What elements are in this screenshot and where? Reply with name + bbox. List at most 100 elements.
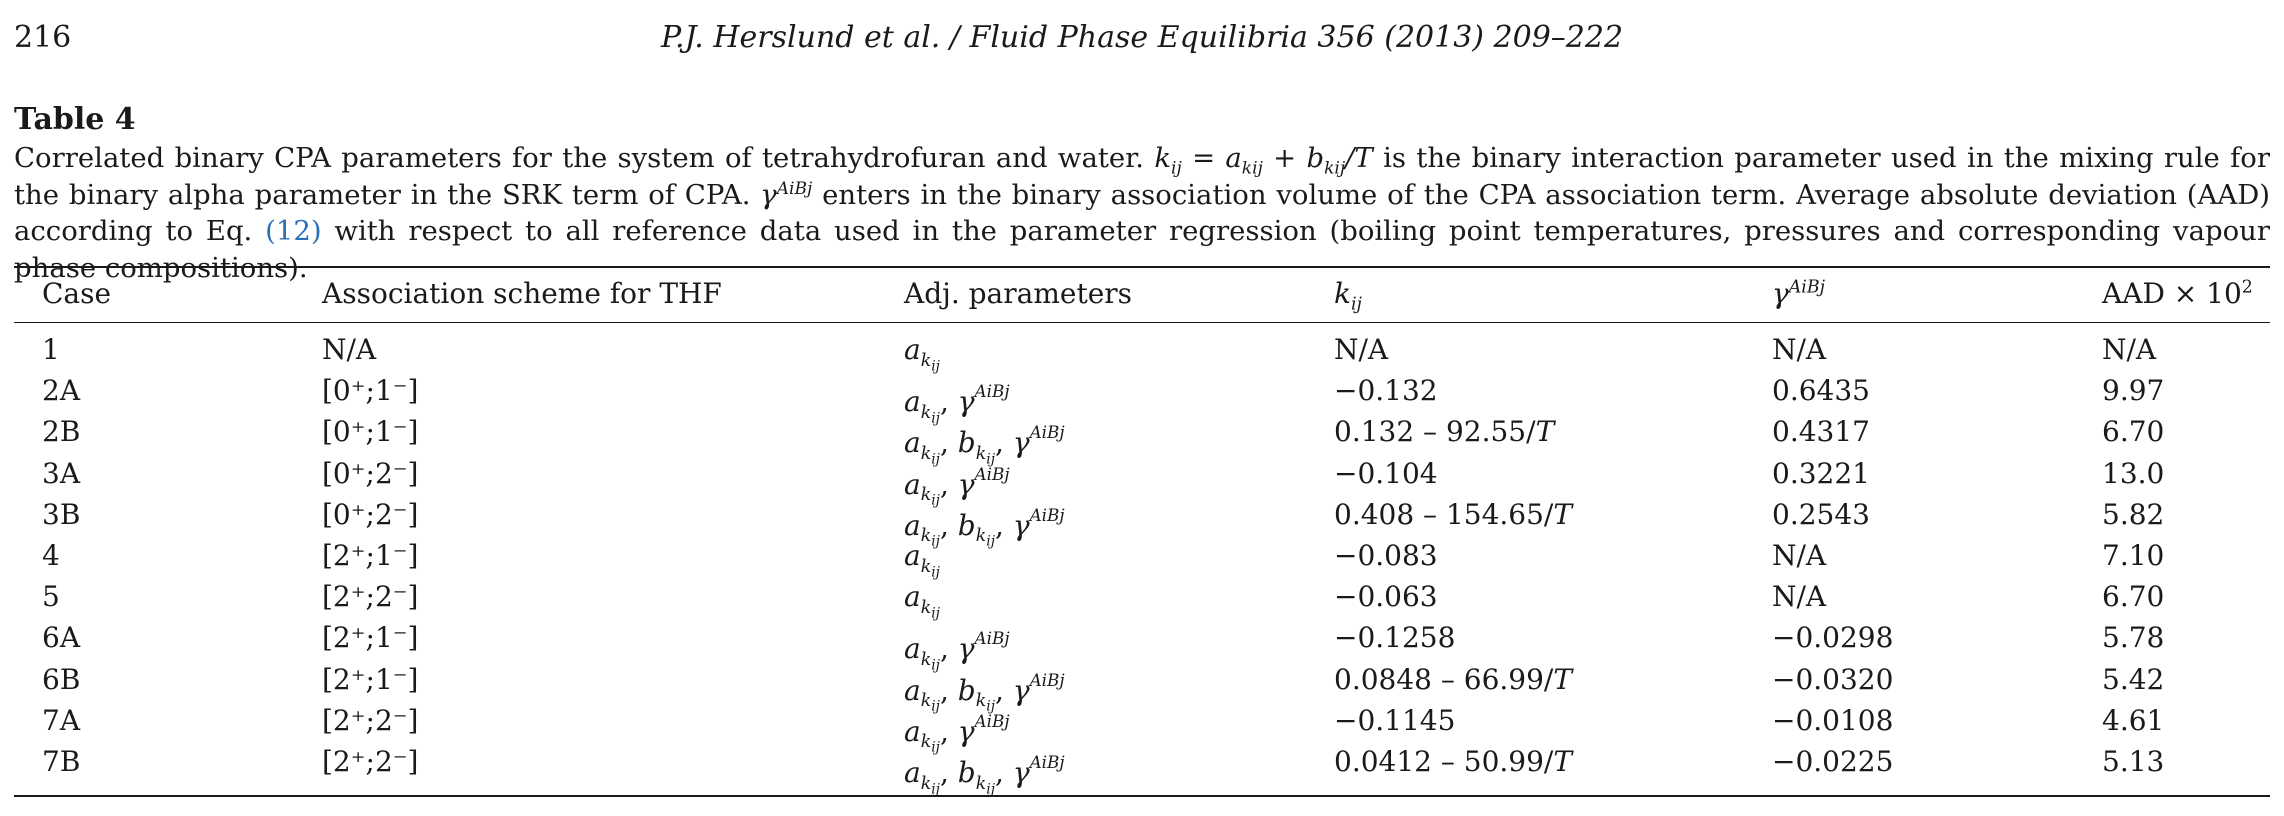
column-header-case: Case: [42, 277, 112, 310]
scheme-cell: [0⁺;1⁻]: [322, 415, 419, 449]
table-row: 6A [2⁺;1⁻] akij, γAiBj −0.1258 −0.0298 5.78: [14, 618, 2270, 672]
case-cell: 6A: [42, 621, 81, 655]
table-caption: Correlated binary CPA parameters for the…: [14, 140, 2270, 286]
gamma-cell: 0.4317: [1772, 415, 1870, 449]
parameters-cell: akij, bkij, γAiBj: [904, 422, 1065, 468]
column-header-scheme: Association scheme for THF: [322, 277, 722, 310]
column-header-parameters: Adj. parameters: [904, 277, 1133, 310]
case-cell: 7A: [42, 703, 81, 737]
case-cell: 1: [42, 333, 60, 366]
gamma-cell: −0.0320: [1772, 662, 1894, 696]
case-cell: 5: [42, 580, 60, 614]
table-top-rule: [14, 266, 2270, 268]
table-header-rule: [14, 322, 2270, 323]
aad-cell: 5.78: [2102, 621, 2165, 655]
table-row: 5 [2⁺;2⁻] akij −0.063 N/A 6.70: [14, 577, 2270, 622]
parameters-cell: akij: [904, 539, 940, 581]
table-row: 6B [2⁺;1⁻] akij, bkij, γAiBj 0.0848 – 66.99…: [14, 660, 2270, 714]
gamma-cell: −0.0108: [1772, 703, 1894, 737]
table-row: 4 [2⁺;1⁻] akij −0.083 N/A 7.10: [14, 536, 2270, 581]
table-row: 2B [0⁺;1⁻] akij, bkij, γAiBj 0.132 – 92.55/…: [14, 412, 2270, 466]
scheme-cell: [0⁺;2⁻]: [322, 456, 419, 490]
table-row: 3A [0⁺;2⁻] akij, γAiBj −0.104 0.3221 13.0: [14, 454, 2270, 508]
aad-cell: 5.42: [2102, 662, 2165, 696]
caption-text: with respect to all reference data used …: [14, 215, 2270, 284]
kij-cell: 0.0412 – 50.99/T: [1334, 745, 1573, 778]
table-bottom-rule: [14, 795, 2270, 797]
table-header-row: Case Association scheme for THF Adj. par…: [14, 272, 2270, 316]
aad-cell: 5.82: [2102, 497, 2165, 531]
page-number: 216: [14, 20, 72, 55]
kij-cell: −0.063: [1334, 580, 1438, 614]
aad-cell: 5.13: [2102, 745, 2165, 778]
kij-cell: −0.104: [1334, 456, 1438, 490]
caption-gamma-symbol: γAiBj: [760, 178, 813, 211]
table-row: 7B [2⁺;2⁻] akij, bkij, γAiBj 0.0412 – 50.99…: [14, 742, 2270, 796]
kij-cell: N/A: [1334, 333, 1389, 366]
kij-cell: 0.132 – 92.55/T: [1334, 415, 1555, 449]
parameters-cell: akij: [904, 333, 940, 375]
gamma-cell: −0.0225: [1772, 745, 1894, 778]
parameters-cell: akij, γAiBj: [904, 628, 1010, 674]
table-row: 2A [0⁺;1⁻] akij, γAiBj −0.132 0.6435 9.97: [14, 371, 2270, 425]
aad-cell: 4.61: [2102, 703, 2165, 737]
running-head: 216 P.J. Herslund et al. / Fluid Phase E…: [14, 20, 2270, 64]
aad-cell: N/A: [2102, 333, 2157, 366]
caption-text: is the binary interaction parameter used…: [14, 142, 2270, 211]
parameters-cell: akij, γAiBj: [904, 463, 1010, 509]
aad-cell: 9.97: [2102, 374, 2165, 408]
gamma-cell: 0.3221: [1772, 456, 1870, 490]
scheme-cell: [2⁺;1⁻]: [322, 539, 419, 572]
scheme-cell: [2⁺;1⁻]: [322, 662, 419, 696]
table-row: 3B [0⁺;2⁻] akij, bkij, γAiBj 0.408 – 154.65…: [14, 495, 2270, 549]
caption-kij-symbol: kij: [1154, 142, 1182, 179]
kij-cell: 0.408 – 154.65/T: [1334, 497, 1573, 531]
parameters-cell: akij, γAiBj: [904, 710, 1010, 756]
aad-cell: 7.10: [2102, 539, 2165, 572]
caption-text: enters in the binary association volume …: [14, 178, 2270, 248]
gamma-cell: N/A: [1772, 333, 1827, 366]
parameters-cell: akij: [904, 580, 940, 622]
gamma-cell: 0.2543: [1772, 497, 1870, 531]
table-row: 7A [2⁺;2⁻] akij, γAiBj −0.1145 −0.0108 4.61: [14, 701, 2270, 755]
gamma-cell: N/A: [1772, 580, 1827, 614]
column-header-gamma: γAiBj: [1772, 277, 1825, 310]
column-header-kij: kij: [1334, 277, 1362, 315]
kij-cell: −0.1258: [1334, 621, 1456, 655]
parameters-cell: akij, γAiBj: [904, 381, 1010, 427]
scheme-cell: [0⁺;1⁻]: [322, 374, 419, 408]
parameters-cell: akij, bkij, γAiBj: [904, 504, 1065, 550]
table-row: 1 N/A akij N/A N/A N/A: [14, 330, 2270, 375]
scheme-cell: [0⁺;2⁻]: [322, 497, 419, 531]
caption-text: Correlated binary CPA parameters for the…: [14, 142, 1145, 174]
case-cell: 4: [42, 539, 60, 572]
gamma-cell: N/A: [1772, 539, 1827, 572]
aad-cell: 13.0: [2102, 456, 2165, 490]
kij-cell: 0.0848 – 66.99/T: [1334, 662, 1573, 696]
kij-cell: −0.083: [1334, 539, 1438, 572]
equation-reference-link[interactable]: (12): [265, 215, 322, 247]
parameters-cell: akij, bkij, γAiBj: [904, 752, 1065, 798]
case-cell: 6B: [42, 662, 81, 696]
scheme-cell: [2⁺;2⁻]: [322, 703, 419, 737]
parameters-cell: akij, bkij, γAiBj: [904, 669, 1065, 715]
case-cell: 2B: [42, 415, 81, 449]
caption-a-term: = akij: [1192, 142, 1263, 179]
scheme-cell: [2⁺;2⁻]: [322, 580, 419, 614]
caption-b-term: + bkij/T: [1273, 142, 1373, 179]
scheme-cell: [2⁺;1⁻]: [322, 621, 419, 655]
gamma-cell: −0.0298: [1772, 621, 1894, 655]
scheme-cell: N/A: [322, 333, 377, 366]
case-cell: 7B: [42, 745, 81, 778]
column-header-aad: AAD × 102: [2102, 277, 2253, 310]
kij-cell: −0.132: [1334, 374, 1438, 408]
scheme-cell: [2⁺;2⁻]: [322, 745, 419, 778]
kij-cell: −0.1145: [1334, 703, 1456, 737]
aad-cell: 6.70: [2102, 580, 2165, 614]
aad-cell: 6.70: [2102, 415, 2165, 449]
table-label: Table 4: [14, 102, 136, 137]
journal-citation: P.J. Herslund et al. / Fluid Phase Equil…: [660, 20, 1624, 55]
case-cell: 3B: [42, 497, 81, 531]
case-cell: 2A: [42, 374, 81, 408]
